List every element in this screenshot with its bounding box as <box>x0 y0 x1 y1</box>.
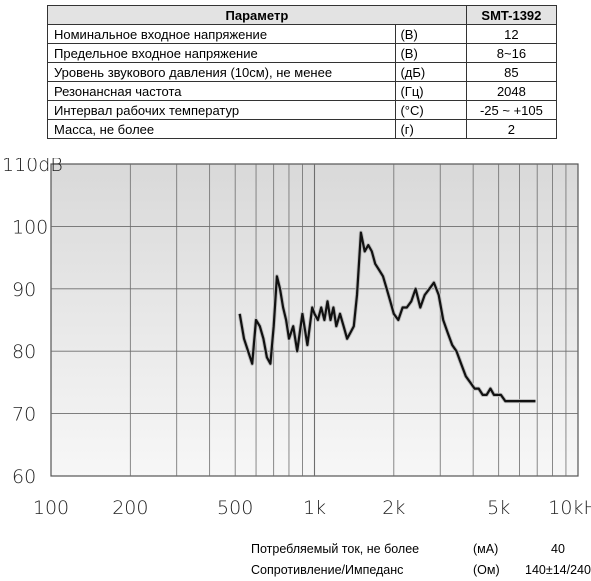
y-tick-label: 60 <box>12 466 36 488</box>
spec-unit: (В) <box>395 43 467 63</box>
spec-table-header: Параметр SMT-1392 <box>47 5 558 25</box>
footer-value: 140±14/240 <box>525 563 591 577</box>
spec-row: Предельное входное напряжение (В) 8~16 <box>46 43 558 63</box>
y-tick-label: 70 <box>12 404 36 426</box>
footer-label: Сопротивление/Импеданс <box>251 563 404 577</box>
x-tick-label: 200 <box>112 497 148 519</box>
frequency-response-chart: 110dB 100 90 80 70 60 100 200 500 1k 2k 5k 10kHz <box>2 158 591 519</box>
x-tick-label: 1k <box>303 497 326 519</box>
y-tick-label: 90 <box>12 279 36 301</box>
x-tick-label: 10kHz <box>548 497 591 519</box>
x-tick-label: 5k <box>487 497 510 519</box>
spec-name: Уровень звукового давления (10см), не ме… <box>46 62 397 82</box>
footer-unit: (мА) <box>473 542 499 556</box>
x-tick-label: 500 <box>217 497 253 519</box>
header-model: SMT-1392 <box>465 5 558 25</box>
footer-unit: (Ом) <box>473 563 500 577</box>
response-curve <box>238 231 536 403</box>
header-param: Параметр <box>47 5 467 25</box>
spec-value: 8~16 <box>465 43 558 63</box>
spec-value: 2 <box>465 119 558 139</box>
spec-value: 2048 <box>465 81 558 101</box>
spec-name: Номинальное входное напряжение <box>46 24 397 44</box>
spec-row: Интервал рабочих температур (°С) -25 ~ +… <box>46 100 558 120</box>
spec-value: 85 <box>465 62 558 82</box>
spec-name: Интервал рабочих температур <box>46 100 397 120</box>
y-tick-label: 100 <box>12 216 48 238</box>
footer-row-current: Потребляемый ток, не более (мА) 40 <box>251 542 581 560</box>
x-tick-label: 100 <box>33 497 69 519</box>
y-tick-label: 80 <box>12 341 36 363</box>
spec-unit: (В) <box>395 24 467 44</box>
spec-unit: (°С) <box>395 100 467 120</box>
spec-table: Параметр SMT-1392 Номинальное входное на… <box>46 5 558 139</box>
spec-name: Резонансная частота <box>46 81 397 101</box>
footer-value: 40 <box>551 542 565 556</box>
spec-row: Резонансная частота (Гц) 2048 <box>46 81 558 101</box>
spec-unit: (г) <box>395 119 467 139</box>
y-tick-label: 110dB <box>2 158 63 176</box>
spec-name: Масса, не более <box>46 119 397 139</box>
spec-value: 12 <box>465 24 558 44</box>
spec-name: Предельное входное напряжение <box>46 43 397 63</box>
spec-row: Уровень звукового давления (10см), не ме… <box>46 62 558 82</box>
spec-row: Масса, не более (г) 2 <box>46 119 558 139</box>
spec-row: Номинальное входное напряжение (В) 12 <box>46 24 558 44</box>
spec-unit: (дБ) <box>395 62 467 82</box>
footer-label: Потребляемый ток, не более <box>251 542 420 556</box>
footer-row-impedance: Сопротивление/Импеданс (Ом) 140±14/240 <box>251 563 591 581</box>
spec-unit: (Гц) <box>395 81 467 101</box>
spec-value: -25 ~ +105 <box>465 100 558 120</box>
x-tick-label: 2k <box>382 497 405 519</box>
